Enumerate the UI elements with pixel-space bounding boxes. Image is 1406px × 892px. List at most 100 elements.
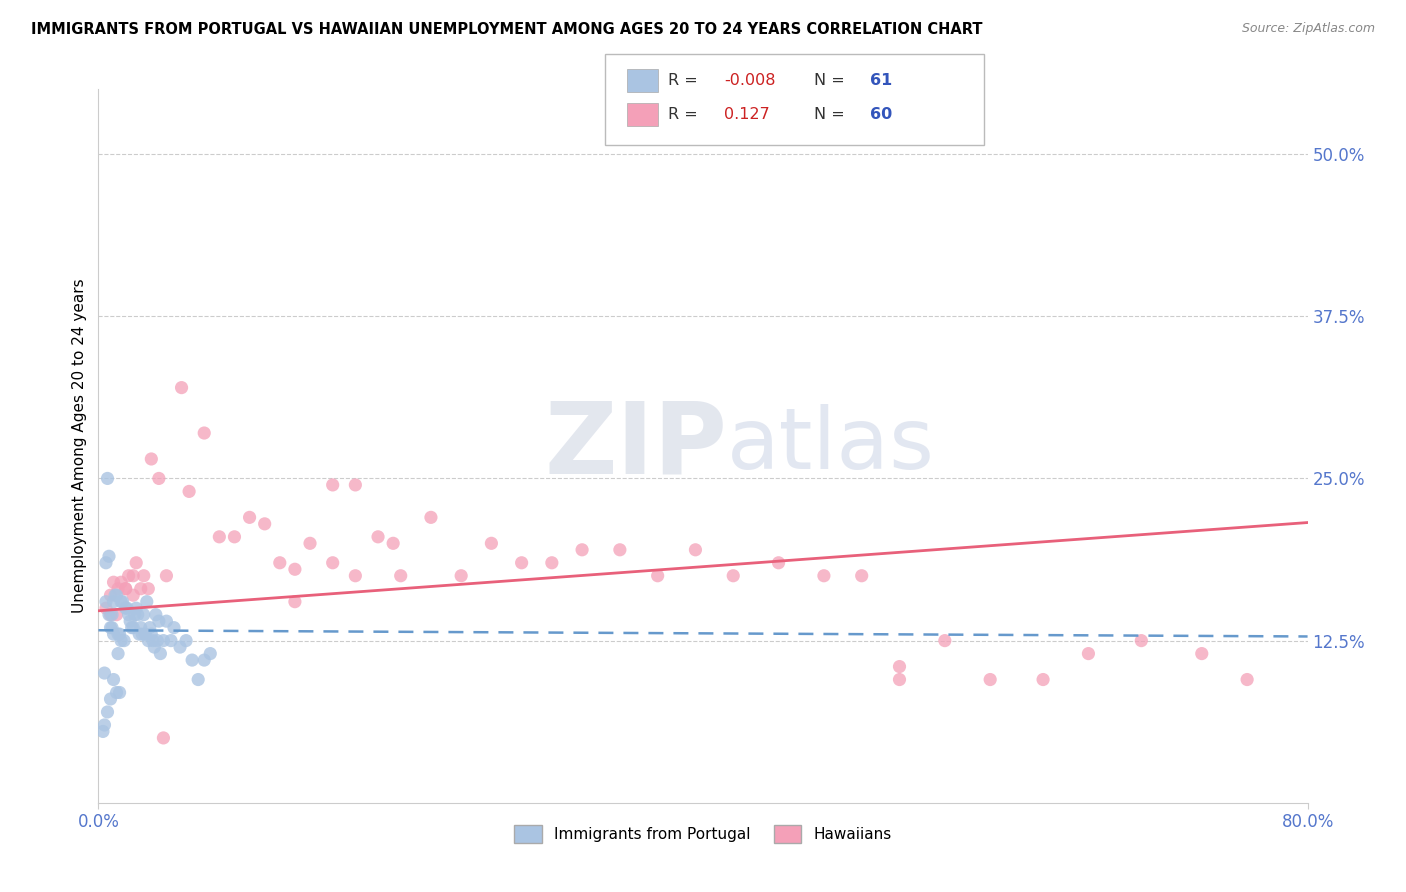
Text: 60: 60 [870,107,893,121]
Point [122,588,145,602]
Point [299,536,322,550]
Point [107,627,129,641]
Point [934,633,956,648]
Point [344,568,367,582]
Point [139,621,162,635]
Point [1032,673,1054,687]
Point [141,452,163,467]
Point [142,633,165,648]
Point [148,471,170,485]
Text: R =: R = [668,107,697,121]
Point [103,673,125,687]
Point [105,607,128,622]
Point [108,685,131,699]
Point [420,510,443,524]
Point [100,588,122,602]
Point [110,595,132,609]
Point [121,621,143,635]
Point [114,582,136,596]
Point [224,530,246,544]
Point [169,640,191,654]
Point [768,556,790,570]
Point [104,588,127,602]
Point [143,640,166,654]
Point [179,484,201,499]
Point [174,633,197,648]
Point [389,568,412,582]
Point [284,595,307,609]
Text: N =: N = [814,107,845,121]
Text: 61: 61 [870,73,893,87]
Text: N =: N = [814,73,845,87]
Point [193,425,215,440]
Text: -0.008: -0.008 [724,73,776,87]
Point [93,718,115,732]
Point [540,556,562,570]
Point [813,568,835,582]
Point [96,471,118,485]
Point [94,595,117,609]
Point [152,633,174,648]
Point [129,621,152,635]
Point [131,627,153,641]
Point [148,614,170,628]
Point [132,568,155,582]
Point [322,556,344,570]
Point [200,647,222,661]
Point [367,530,389,544]
Point [889,659,911,673]
Point [344,478,367,492]
Point [105,588,128,602]
Point [181,653,204,667]
Point [124,607,146,622]
Point [136,582,159,596]
Y-axis label: Unemployment Among Ages 20 to 24 years: Unemployment Among Ages 20 to 24 years [72,278,87,614]
Point [135,595,157,609]
Point [100,621,122,635]
Point [91,724,114,739]
Point [114,601,136,615]
Point [125,601,148,615]
Point [114,582,136,596]
Point [98,549,121,564]
Point [1130,633,1153,648]
Point [125,556,148,570]
Point [685,542,707,557]
Point [101,607,124,622]
Point [170,381,193,395]
Point [127,607,149,622]
Point [103,627,125,641]
Point [889,673,911,687]
Point [647,568,669,582]
Point [146,633,169,648]
Point [149,647,172,661]
Point [145,607,167,622]
Point [382,536,405,550]
Point [141,627,163,641]
Text: atlas: atlas [727,404,935,488]
Point [1236,673,1258,687]
Point [571,542,593,557]
Point [96,705,118,719]
Point [155,568,177,582]
Point [112,633,135,648]
Point [155,614,177,628]
Point [98,607,121,622]
Point [103,575,125,590]
Point [122,568,145,582]
Point [1191,647,1213,661]
Text: R =: R = [668,73,697,87]
Point [284,562,307,576]
Text: Source: ZipAtlas.com: Source: ZipAtlas.com [1241,22,1375,36]
Point [101,621,124,635]
Point [481,536,503,550]
Point [110,575,132,590]
Point [120,614,142,628]
Point [609,542,631,557]
Text: ZIP: ZIP [544,398,727,494]
Point [450,568,472,582]
Point [128,627,150,641]
Point [103,595,125,609]
Point [93,666,115,681]
Point [134,627,156,641]
